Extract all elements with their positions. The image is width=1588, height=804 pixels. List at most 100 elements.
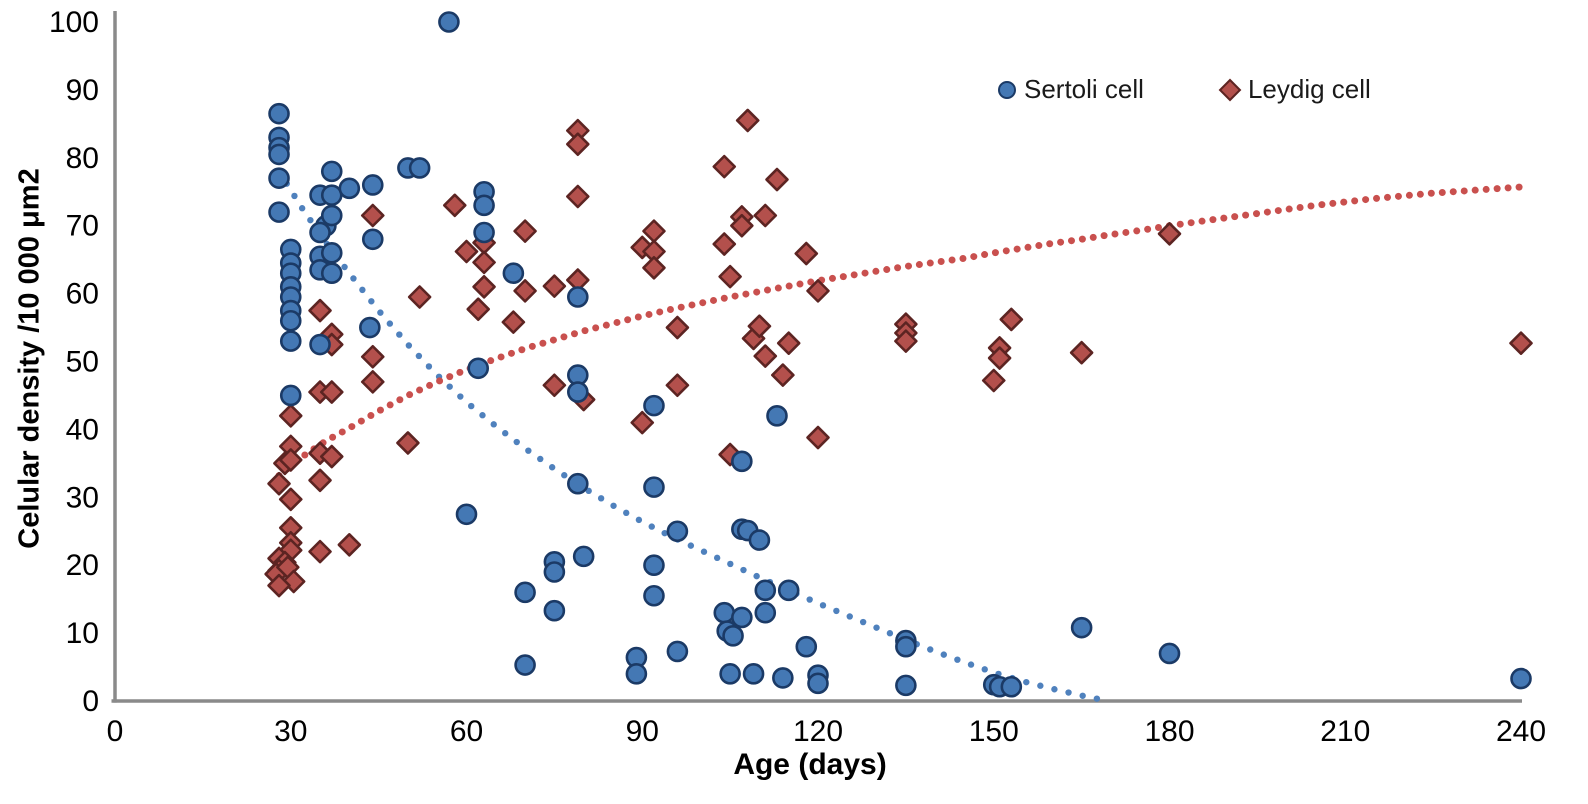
sertoli-trendline-dot [548,464,556,471]
sertoli-point [1000,675,1023,698]
leydig-trendline-dot [624,316,632,324]
x-tick-label: 240 [1496,715,1546,748]
sertoli-trendline-dot [859,618,867,626]
leydig-point [566,132,590,157]
x-tick-label: 60 [450,715,483,748]
leydig-trendline-dot [1089,233,1097,241]
leydig-point [454,239,479,264]
leydig-point [665,373,690,398]
sertoli-point [279,330,302,352]
leydig-trendline-dot [436,377,444,385]
leydig-point [337,533,362,557]
leydig-point [278,487,303,512]
sertoli-point [731,450,753,473]
sertoli-point [320,184,343,206]
leydig-trendline-dot [1471,186,1479,194]
sertoli-point [320,160,343,183]
x-axis-title: Age (days) [733,748,887,781]
leydig-point [642,255,666,280]
sertoli-point [1070,616,1093,639]
leydig-trendline-dot [456,368,464,376]
leydig-point [360,203,385,228]
leydig-trendline-dot [1013,245,1021,253]
y-tick-label: 20 [66,549,99,582]
leydig-trendline-dot [688,301,696,309]
leydig-trendline-dot [742,290,750,298]
sertoli-point [268,143,290,166]
leydig-point [466,297,491,322]
leydig-point [407,285,432,309]
sertoli-point [268,167,290,189]
leydig-trendline-dot [1187,219,1195,227]
sertoli-trendline-dot [1079,692,1086,699]
sertoli-trendline-dot [967,661,975,668]
leydig-trendline-dot [710,296,718,304]
sertoli-trendline-dot [1037,682,1044,689]
leydig-point [267,573,291,598]
sertoli-point [514,654,536,676]
leydig-trendline-dot [677,303,685,311]
sertoli-trendline-dot [368,298,375,305]
leydig-trendline-dot [1394,192,1402,200]
leydig-trendline-dot [518,346,526,354]
sertoli-point [361,174,384,196]
sertoli-legend-marker-icon [998,80,1016,99]
leydig-trendline-dot [581,327,589,335]
leydig-point [513,219,537,243]
y-tick-label: 80 [66,142,99,175]
x-tick-label: 120 [793,715,843,748]
sertoli-trendline-dot [298,205,306,212]
leydig-trendline-dot [1285,205,1293,213]
sertoli-trendline-dot [940,651,947,658]
leydig-trendline-dot [634,313,642,321]
leydig-trendline-dot [1002,247,1010,255]
legend-item-sertoli: Sertoli cell [998,74,1144,105]
x-tick-label: 180 [1144,715,1194,748]
sertoli-trendline-dot [1093,695,1101,702]
leydig-trendline-dot [764,286,772,294]
leydig-legend-marker-icon [1218,78,1242,101]
sertoli-trendline-dot [457,393,464,400]
sertoli-point [268,102,290,125]
leydig-trendline-dot [1504,184,1512,192]
leydig-point [1069,340,1094,365]
leydig-trendline-dot [1122,228,1130,236]
leydig-trendline-dot [656,308,664,316]
leydig-trendline-dot [1438,188,1446,196]
leydig-point [501,310,526,334]
leydig-trendline-dot [1362,196,1370,204]
sertoli-point [643,554,665,577]
sertoli-trendline-dot [490,421,497,428]
y-tick-label: 70 [66,210,99,243]
leydig-trendline-dot [1307,202,1315,210]
leydig-point [712,232,737,256]
sertoli-trendline-dot [648,523,655,530]
leydig-trendline-dot [1274,207,1282,215]
sertoli-trendline-dot [713,554,721,562]
leydig-point [765,167,789,192]
sertoli-point [338,177,361,200]
sertoli-trendline-dot [873,624,880,631]
sertoli-trendline-dot [846,613,853,620]
leydig-point [396,431,420,455]
leydig-point [319,380,344,404]
leydig-trendline-dot [785,282,793,290]
leydig-trendline-dot [602,321,610,329]
sertoli-point [438,11,460,33]
sertoli-trendline-dot [1051,686,1058,693]
y-tick-label: 60 [66,278,99,311]
sertoli-point [543,599,566,622]
sertoli-trendline-dot [350,275,357,282]
x-tick-label: 30 [274,715,307,748]
leydig-trendline-dot [1329,199,1337,207]
leydig-trendline-dot [1231,213,1239,221]
leydig-trendline-dot [301,451,309,459]
sertoli-point [408,157,431,179]
sertoli-trendline-dot [446,383,453,390]
leydig-trendline-dot [1133,227,1141,235]
sertoli-trendline-dot [415,352,423,360]
sertoli-point [309,333,331,356]
sertoli-trendline-dot [886,630,894,637]
sertoli-point [1510,667,1532,690]
sertoli-trendline-dot [386,320,394,327]
